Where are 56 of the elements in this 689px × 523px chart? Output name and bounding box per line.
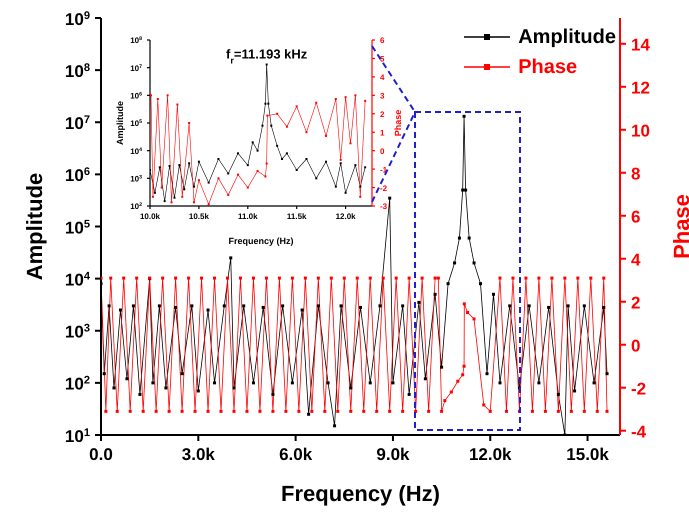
x-axis-title: Frequency (Hz) <box>281 481 440 506</box>
y-tick-label: 10$^{3}$ <box>64 322 90 342</box>
y2-tick-label: 2 <box>631 294 640 313</box>
x-tick-label: 10.0k <box>140 212 161 221</box>
y-tick-label: 10$^{6}$ <box>64 166 90 186</box>
y2-axis-title: Phase <box>393 110 404 136</box>
y-tick-label: 10$^{7}$ <box>130 64 142 73</box>
y2-tick-label: 6 <box>631 208 640 227</box>
y-tick-label: 10$^{9}$ <box>64 10 90 29</box>
y-axis-title: Amplitude <box>115 101 126 145</box>
x-tick-label: 6.0k <box>279 445 313 464</box>
y2-tick-label: -2 <box>380 184 388 193</box>
y2-tick-label: -2 <box>631 380 646 399</box>
y2-tick-label: 14 <box>631 36 650 55</box>
y2-tick-label: 3 <box>380 92 385 101</box>
annotation: f$_{r}$=11.193 kHz <box>226 46 308 66</box>
y2-tick-label: -4 <box>631 422 647 442</box>
y2-tick-label: 8 <box>631 164 640 184</box>
y-tick-label: 10$^{5}$ <box>64 218 90 238</box>
x-tick-label: 11.5k <box>286 212 308 221</box>
y2-tick-label: 5 <box>380 54 385 64</box>
y2-tick-label: -3 <box>380 202 388 212</box>
x-tick-label: 3.0k <box>182 445 216 464</box>
x-tick-label: 9.0k <box>376 445 410 464</box>
legend-label: Phase <box>518 56 578 78</box>
y2-tick-label: 4 <box>380 73 385 82</box>
x-axis-title: Frequency (Hz) <box>228 236 294 246</box>
y2-tick-label: 6 <box>380 36 385 46</box>
x-tick-label: 11.0k <box>238 212 258 221</box>
y-tick-label: 10$^{6}$ <box>130 92 142 101</box>
y2-tick-label: 4 <box>631 250 641 270</box>
legend-label: Amplitude <box>518 26 616 48</box>
y-tick-label: 10$^{5}$ <box>130 119 142 128</box>
x-tick-label: 12.0k <box>336 212 356 221</box>
y2-tick-label: 1 <box>380 128 385 138</box>
y2-tick-label: 12 <box>631 78 650 98</box>
y2-tick-label: 0 <box>380 146 385 156</box>
y-tick-label: 10$^{8}$ <box>130 36 142 46</box>
y2-axis-title: Phase <box>668 194 689 259</box>
y-tick-label: 10$^{1}$ <box>64 426 90 446</box>
line-series <box>150 94 366 206</box>
y2-tick-label: 0 <box>631 336 640 356</box>
y-tick-label: 10$^{4}$ <box>130 146 142 156</box>
y2-tick-label: 10 <box>631 122 650 141</box>
y-tick-label: 10$^{8}$ <box>64 62 90 81</box>
y-tick-label: 10$^{4}$ <box>64 270 91 290</box>
x-tick-label: 10.5k <box>188 212 210 221</box>
y-tick-label: 10$^{7}$ <box>64 114 90 134</box>
y-tick-label: 10$^{2}$ <box>64 374 90 394</box>
x-tick-label: 12.0k <box>468 445 512 464</box>
x-tick-label: 0.0 <box>89 445 113 464</box>
y2-tick-label: 2 <box>380 110 385 119</box>
y-tick-label: 10$^{2}$ <box>130 202 142 212</box>
y-axis-title: Amplitude <box>22 172 47 280</box>
y-tick-label: 10$^{3}$ <box>130 174 142 184</box>
x-tick-label: 15.0k <box>566 445 610 464</box>
